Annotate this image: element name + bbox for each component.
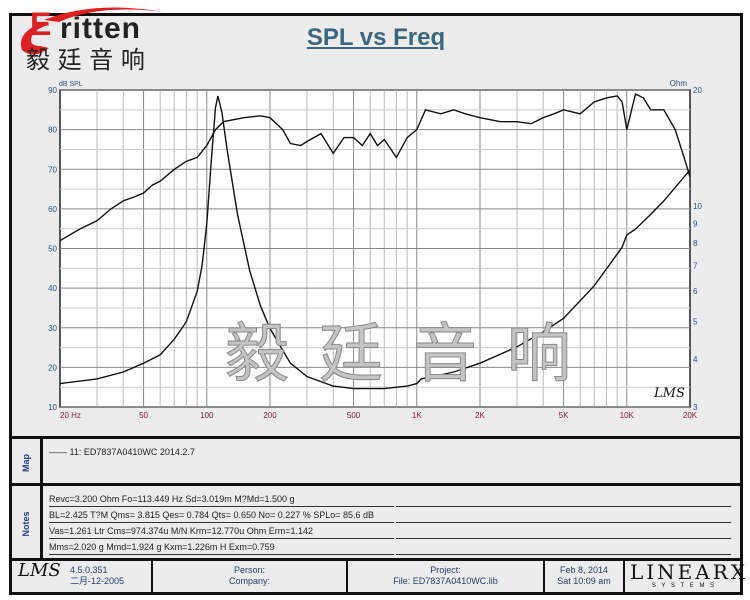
date-cell: Feb 8, 2014 Sat 10:09 am: [545, 561, 625, 592]
note-line: Revc=3.200 Ohm Fo=113.449 Hz Sd=3.019m M…: [49, 494, 394, 507]
note-line: Mms=2.020 g Mmd=1.924 g Kxm=1.226m H Exm…: [49, 542, 394, 555]
y2-tick-label: 8: [693, 239, 698, 248]
y2-tick-label: 20: [693, 86, 702, 95]
x-tick-label: 20 Hz: [60, 411, 81, 420]
map-panel: Map —— 11: ED7837A0410WC 2014.2.7: [12, 436, 740, 486]
y2-axis-label: Ohm: [670, 79, 688, 88]
x-tick-label: 10K: [620, 411, 635, 420]
legend-entry: —— 11: ED7837A0410WC 2014.2.7: [49, 447, 195, 457]
x-tick-label: 20K: [683, 411, 698, 420]
y-tick-label: 40: [48, 284, 57, 293]
x-tick-label: 50: [139, 411, 148, 420]
footer: LMS 4.5.0.351 二月-12-2005 Person: Company: …: [12, 558, 749, 595]
x-tick-label: 200: [263, 411, 277, 420]
person-cell: Person: Company:: [153, 561, 348, 592]
y2-tick-label: 7: [693, 261, 698, 270]
series-line-spl: [59, 92, 691, 242]
note-line: BL=2.425 T?M Qms= 3.815 Qes= 0.784 Qts= …: [49, 510, 394, 523]
lms-logo: LMS: [18, 560, 61, 581]
map-label: Map: [12, 439, 43, 486]
project-cell: Project: File: ED7837A0410WC.lib: [348, 561, 545, 592]
spl-chart: 10 20 30 40 50 60 70 80 90 3 4 5 6 7 8 9 10 20 20 Hz 50 100 2…: [48, 79, 702, 420]
y-tick-label: 60: [48, 205, 57, 214]
x-tick-label: 2K: [475, 411, 485, 420]
report-frame: SPL vs Freq 10 20 30 40 50 60 70 80 90 3 4 5 6 7 8 9 10 2…: [9, 13, 749, 595]
notes-panel: Notes Revc=3.200 Ohm Fo=113.449 Hz Sd=3.…: [12, 483, 740, 561]
linearx-logo: LINEARX S Y S T E M S: [630, 560, 749, 589]
y-axis-label: dB SPL: [59, 81, 83, 88]
x-tick-label: 100: [200, 411, 214, 420]
y2-tick-label: 9: [693, 219, 698, 228]
y2-tick-label: 4: [693, 355, 698, 364]
y2-tick-label: 5: [693, 318, 698, 327]
y-tick-label: 20: [48, 363, 57, 372]
x-tick-label: 500: [347, 411, 361, 420]
y-tick-label: 30: [48, 324, 57, 333]
y-tick-label: 50: [48, 245, 57, 254]
y-tick-label: 10: [48, 403, 57, 412]
series-line-impedance: [59, 95, 691, 390]
y2-tick-label: 6: [693, 287, 698, 296]
version: 4.5.0.351: [70, 565, 108, 575]
y-tick-label: 80: [48, 126, 57, 135]
footer-version-cell: LMS 4.5.0.351 二月-12-2005: [12, 561, 153, 592]
y-tick-label: 70: [48, 165, 57, 174]
chart-title: SPL vs Freq: [306, 24, 446, 51]
x-tick-label: 5K: [559, 411, 569, 420]
y2-tick-label: 10: [693, 202, 702, 211]
note-line: Vas=1.261 Ltr Cms=974.374u M/N Krm=12.77…: [49, 526, 394, 539]
y2-tick-label: 3: [693, 403, 698, 412]
build-date: 二月-12-2005: [70, 576, 125, 586]
y-tick-label: 90: [48, 86, 57, 95]
lms-mark: LMS: [653, 386, 685, 401]
x-tick-label: 1K: [412, 411, 422, 420]
notes-label: Notes: [12, 486, 43, 561]
